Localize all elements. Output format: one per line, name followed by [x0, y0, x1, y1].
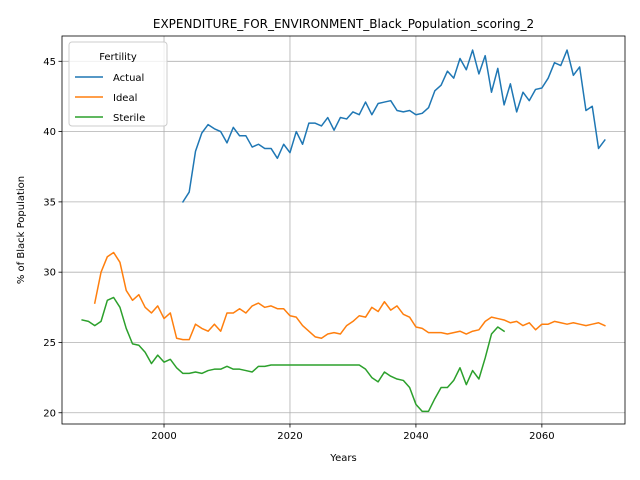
- series-line-ideal: [93, 251, 606, 341]
- x-axis-label: Years: [329, 453, 356, 464]
- chart-title: EXPENDITURE_FOR_ENVIRONMENT_Black_Popula…: [153, 17, 534, 31]
- series-line-sterile: [81, 296, 506, 413]
- y-tick-label: 40: [43, 127, 56, 138]
- legend-label-sterile: Sterile: [113, 113, 145, 124]
- legend-title: Fertility: [99, 52, 137, 63]
- y-axis-label: % of Black Population: [16, 176, 27, 284]
- legend: Fertility Actual Ideal Sterile: [68, 41, 168, 127]
- x-tick-label: 2020: [277, 431, 302, 442]
- y-tick-label: 30: [43, 268, 56, 279]
- x-tick-label: 2000: [151, 431, 176, 442]
- y-tick-label: 35: [43, 197, 56, 208]
- y-tick-label: 25: [43, 338, 56, 349]
- legend-label-actual: Actual: [113, 73, 144, 84]
- grid-lines: [62, 36, 625, 424]
- x-tick-label: 2060: [529, 431, 554, 442]
- axis-ticks: 2000 2020 2040 2060 20 25 30 35 40 45: [43, 57, 554, 442]
- y-tick-label: 45: [43, 57, 56, 68]
- y-tick-label: 20: [43, 408, 56, 419]
- x-tick-label: 2040: [403, 431, 428, 442]
- series-layer: [81, 49, 606, 413]
- legend-label-ideal: Ideal: [113, 93, 137, 104]
- series-line-actual: [181, 49, 606, 203]
- plot-frame: [61, 35, 626, 425]
- legend-box: [68, 41, 168, 127]
